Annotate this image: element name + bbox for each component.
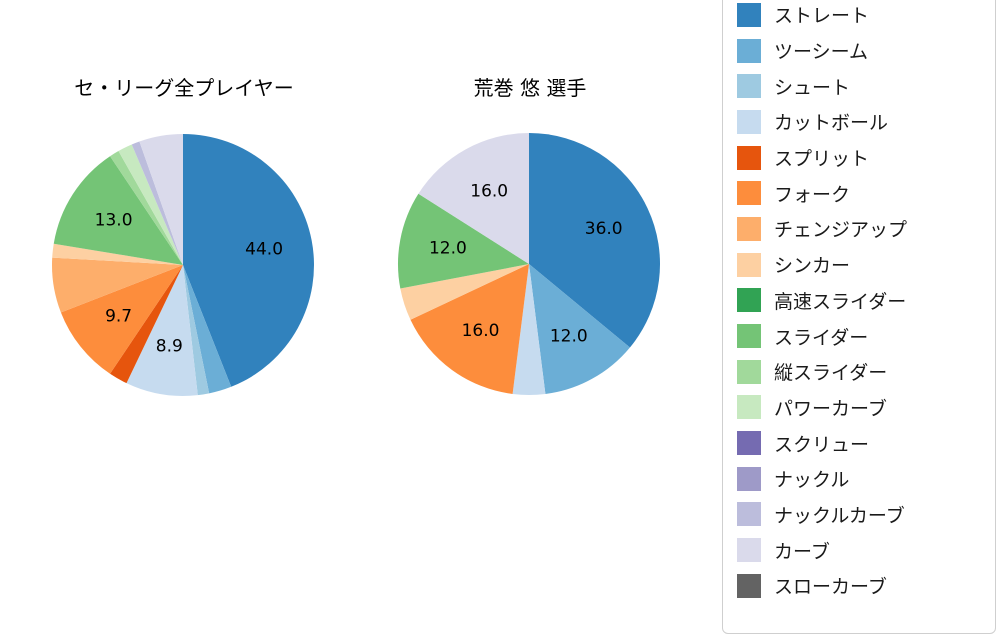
legend-item: 縦スライダー — [737, 354, 995, 390]
pie-slice-value-label: 12.0 — [429, 239, 467, 259]
chart-title-player: 荒巻 悠 選手 — [473, 76, 587, 100]
legend-color-swatch — [737, 324, 761, 349]
legend-color-swatch — [737, 145, 761, 170]
pie-slice-value-label: 12.0 — [550, 326, 588, 346]
legend-label: シンカー — [774, 255, 851, 278]
pie-slice — [183, 134, 314, 387]
pie-slice — [139, 134, 183, 265]
legend-item: ツーシーム — [737, 33, 995, 69]
pie-slice-value-label: 9.7 — [105, 307, 132, 327]
pitch-type-legend: ストレートツーシームシュートカットボール スプリットフォークチェンジアップ シンカー… — [722, 0, 996, 634]
legend-item: スローカーブ — [737, 568, 995, 604]
legend-color-swatch — [737, 2, 761, 27]
pie-slice-value-label: 36.0 — [585, 219, 623, 239]
legend-color-swatch — [737, 466, 761, 491]
pie-slice — [529, 264, 630, 394]
pie-slice — [183, 265, 210, 396]
legend-item: パワーカーブ — [737, 390, 995, 426]
pie-slice — [52, 257, 183, 313]
legend-color-swatch — [737, 359, 761, 384]
legend-item: シンカー — [737, 247, 995, 283]
legend-color-swatch — [737, 288, 761, 313]
pie-slice-value-label: 13.0 — [95, 210, 133, 230]
pie-slice — [183, 265, 232, 394]
legend-label: フォーク — [774, 183, 851, 206]
legend-item: ナックルカーブ — [737, 497, 995, 533]
pie-slice — [52, 243, 184, 265]
pie-slice-value-label: 16.0 — [462, 321, 500, 341]
pie-slice — [110, 265, 183, 384]
legend-label: ナックル — [774, 469, 850, 492]
legend-color-swatch — [737, 181, 761, 206]
legend-color-swatch — [737, 395, 761, 420]
legend-label: カーブ — [774, 540, 830, 563]
pie-slice — [53, 156, 183, 265]
legend-label: 縦スライダー — [774, 362, 888, 385]
legend-item: チェンジアップ — [737, 211, 995, 247]
pie-slice — [410, 264, 529, 394]
legend-color-swatch — [737, 431, 761, 456]
legend-item: スライダー — [737, 318, 995, 354]
legend-label: スローカーブ — [774, 576, 887, 599]
legend-label: チェンジアップ — [774, 219, 908, 242]
legend-color-swatch — [737, 109, 761, 134]
legend-label: ナックルカーブ — [774, 504, 905, 527]
legend-item: フォーク — [737, 175, 995, 211]
pie-chart-league: 44.0 8.9 9.7 13.0 — [52, 134, 314, 396]
legend-label: ツーシーム — [774, 41, 869, 64]
legend-label: シュート — [774, 76, 851, 99]
pie-slice — [400, 264, 529, 320]
pie-chart-player: 36.0 12.0 16.0 12.0 16.0 — [397, 133, 661, 396]
pie-slice — [529, 133, 661, 348]
legend-label: カットボール — [774, 112, 889, 135]
pie-slice — [418, 133, 529, 264]
pie-slice — [131, 141, 183, 265]
pie-slice — [126, 265, 198, 396]
chart-title-league: セ・リーグ全プレイヤー — [74, 76, 294, 100]
legend-color-swatch — [737, 502, 761, 527]
legend-color-swatch — [737, 216, 761, 241]
legend-item: カーブ — [737, 532, 995, 568]
pie-slice — [397, 193, 529, 289]
legend-label: パワーカーブ — [774, 397, 887, 420]
pie-slice-value-label: 8.9 — [156, 336, 183, 356]
legend-label: スライダー — [774, 326, 869, 349]
pie-slice-value-label: 44.0 — [245, 240, 283, 260]
pie-slice — [512, 264, 546, 396]
legend-item: 高速スライダー — [737, 283, 995, 319]
legend-item: ストレート — [737, 0, 995, 33]
pie-slice — [60, 265, 183, 374]
legend-color-swatch — [737, 38, 761, 63]
legend-color-swatch — [737, 538, 761, 563]
legend-color-swatch — [737, 573, 761, 598]
legend-label: スクリュー — [774, 433, 870, 456]
legend-color-swatch — [737, 74, 761, 99]
legend-item: スプリット — [737, 140, 995, 176]
legend-item: スクリュー — [737, 425, 995, 461]
legend-item: ナックル — [737, 461, 995, 497]
pie-slice-value-label: 16.0 — [470, 182, 508, 202]
legend-item: カットボール — [737, 104, 995, 140]
pie-slice — [118, 144, 183, 265]
legend-label: 高速スライダー — [774, 290, 907, 313]
pie-slice — [110, 151, 183, 265]
legend-label: スプリット — [774, 148, 870, 171]
legend-item: シュート — [737, 68, 995, 104]
legend-color-swatch — [737, 252, 761, 277]
legend-label: ストレート — [774, 5, 870, 28]
